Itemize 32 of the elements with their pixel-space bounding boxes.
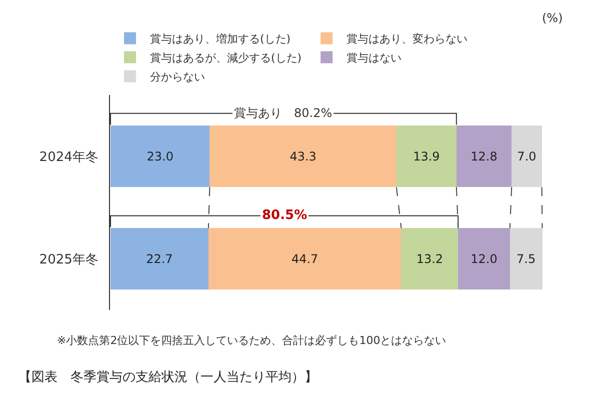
y-tick-label: 2024年冬 [39, 150, 98, 165]
data-label: 23.0 [146, 149, 174, 164]
legend-label: 分からない [150, 70, 205, 84]
data-label: 7.0 [517, 149, 536, 164]
bar [110, 126, 210, 188]
data-label: 12.8 [470, 149, 498, 164]
legend-label: 賞与はあり、変わらない [346, 32, 468, 46]
bar [512, 126, 542, 188]
annotation: 80.5% [262, 208, 308, 223]
data-label: 43.3 [290, 149, 316, 164]
text: 【図表 冬季賞与の支給状況（一人当たり平均）】 [18, 370, 318, 386]
data-label: 22.7 [146, 252, 173, 266]
bar [401, 228, 458, 290]
bar [208, 228, 402, 290]
text: ※小数点第2位以下を四捨五入しているため、合計は必ずしも100とはならない [57, 334, 446, 347]
bar [510, 228, 542, 290]
bar [456, 126, 512, 188]
bar [396, 126, 456, 188]
legend-label: 賞与はあるが、減少する(した) [150, 51, 302, 64]
y-tick-label: 2025年冬 [39, 252, 98, 268]
bar [458, 228, 510, 290]
data-label: 12.0 [470, 252, 498, 266]
bar [210, 126, 396, 188]
data-label: 7.5 [516, 252, 536, 266]
legend-label: 賞与はない [346, 51, 402, 64]
data-label: 13.2 [416, 252, 444, 266]
annotation: 賞与あり 80.2% [234, 106, 332, 120]
bar [110, 228, 208, 290]
text: (%) [542, 11, 563, 25]
legend-label: 賞与はあり、増加する(した) [150, 32, 291, 46]
data-label: 44.7 [291, 252, 318, 266]
data-label: 13.9 [413, 149, 440, 164]
